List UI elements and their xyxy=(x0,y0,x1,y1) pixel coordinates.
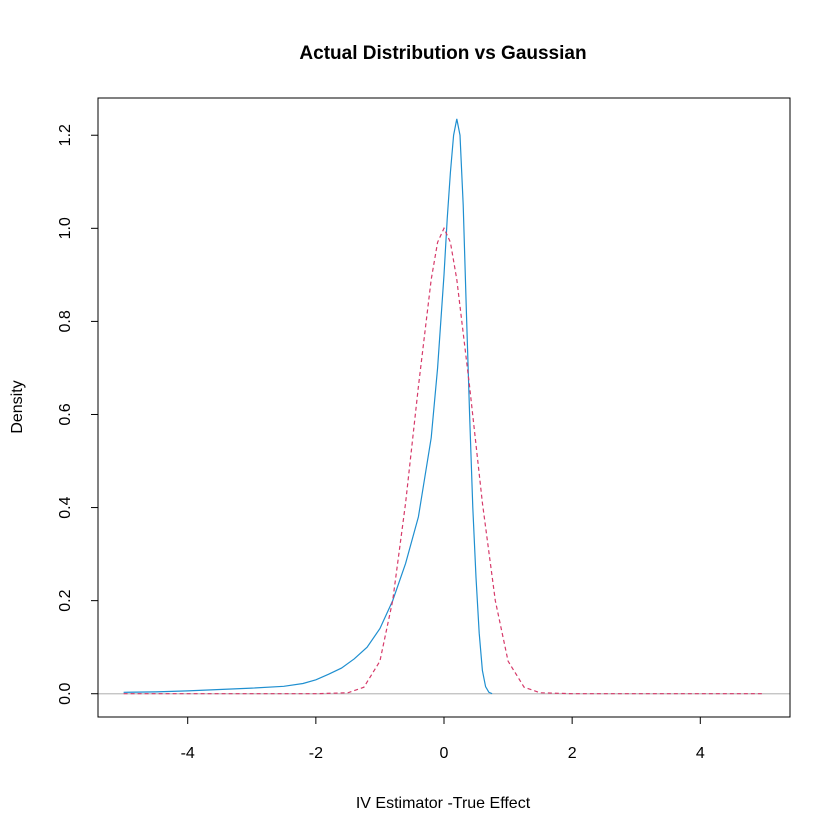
y-tick-label: 1.0 xyxy=(57,217,74,239)
y-tick-label: 1.2 xyxy=(57,124,74,146)
x-axis: -4 -2 0 2 4 xyxy=(181,716,705,762)
y-axis-label: Density xyxy=(9,380,26,433)
plot-area xyxy=(98,118,790,695)
gaussian-density-line xyxy=(123,226,765,695)
y-tick-label: 0.6 xyxy=(57,403,74,425)
y-tick-label: 0.4 xyxy=(57,496,74,518)
x-axis-label: IV Estimator -True Effect xyxy=(356,795,531,812)
chart-title: Actual Distribution vs Gaussian xyxy=(299,43,586,64)
x-tick-label: 4 xyxy=(696,745,705,762)
x-tick-label: -4 xyxy=(181,745,195,762)
x-tick-label: 0 xyxy=(440,745,449,762)
x-tick-label: 2 xyxy=(568,745,577,762)
y-tick-label: 0.0 xyxy=(57,682,74,704)
y-tick-label: 0.8 xyxy=(57,310,74,332)
actual-density-line xyxy=(123,118,493,695)
y-tick-label: 0.2 xyxy=(57,589,74,611)
x-tick-label: -2 xyxy=(309,745,323,762)
y-axis: 0.0 0.2 0.4 0.6 0.8 1.0 1.2 xyxy=(57,124,99,705)
plot-frame xyxy=(97,97,791,718)
